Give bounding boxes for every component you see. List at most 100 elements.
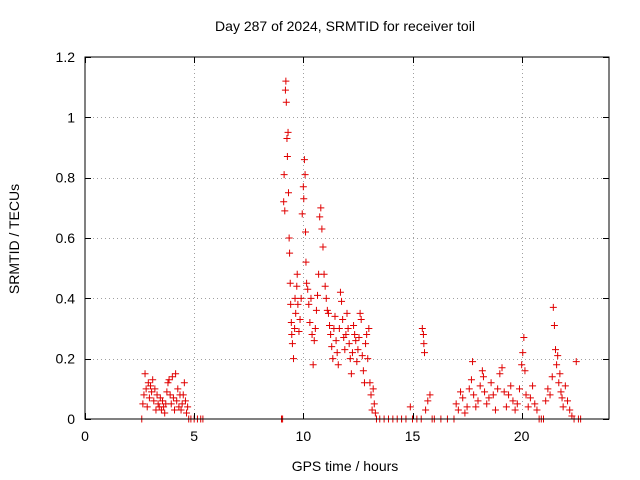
- data-point: [341, 346, 349, 354]
- data-point: [281, 207, 289, 215]
- data-point: [291, 294, 299, 302]
- data-point: [140, 391, 148, 399]
- data-point: [288, 331, 296, 339]
- data-point: [555, 379, 563, 387]
- data-point: [496, 370, 504, 378]
- data-point: [518, 361, 526, 369]
- data-point: [286, 249, 294, 257]
- data-point: [301, 171, 309, 179]
- data-point: [178, 400, 186, 408]
- data-point: [558, 394, 566, 402]
- data-point: [369, 385, 377, 393]
- data-point: [317, 204, 325, 212]
- data-point: [179, 391, 187, 399]
- data-point: [283, 134, 291, 142]
- data-point: [498, 364, 506, 372]
- data-point: [552, 346, 560, 354]
- data-point: [309, 361, 317, 369]
- data-point: [163, 388, 171, 396]
- data-point: [559, 403, 567, 411]
- data-point: [505, 391, 513, 399]
- data-point: [347, 370, 355, 378]
- y-tick-label: 1: [67, 109, 75, 125]
- data-point: [149, 376, 157, 384]
- data-point: [522, 391, 530, 399]
- data-point: [359, 367, 367, 375]
- data-point: [166, 391, 174, 399]
- data-point: [557, 388, 565, 396]
- data-point: [351, 331, 359, 339]
- data-point: [183, 409, 191, 417]
- data-point: [333, 349, 341, 357]
- data-point: [177, 406, 185, 414]
- data-point: [148, 388, 156, 396]
- data-point: [324, 309, 332, 317]
- data-point: [469, 358, 477, 366]
- data-point: [285, 234, 293, 242]
- data-point: [479, 373, 487, 381]
- data-point: [167, 400, 175, 408]
- data-point: [323, 306, 331, 314]
- data-point: [566, 406, 574, 414]
- data-point: [500, 388, 508, 396]
- data-point: [365, 325, 373, 332]
- data-point: [474, 397, 482, 405]
- data-point: [472, 403, 480, 411]
- data-point: [476, 382, 484, 390]
- data-point: [305, 300, 313, 308]
- data-point: [295, 328, 303, 336]
- data-point: [139, 400, 147, 408]
- x-tick-label: 0: [81, 428, 89, 444]
- data-point: [142, 385, 150, 393]
- y-axis-label: SRMTID / TECUs: [6, 184, 22, 294]
- data-point: [291, 325, 299, 332]
- x-axis-label: GPS time / hours: [292, 458, 399, 474]
- data-point: [553, 361, 561, 369]
- data-point: [168, 373, 176, 381]
- data-point: [367, 391, 375, 399]
- data-point: [519, 349, 527, 357]
- data-point: [550, 321, 558, 329]
- x-tick-label: 5: [190, 428, 198, 444]
- data-point: [478, 367, 486, 375]
- data-point: [180, 379, 188, 387]
- data-point: [548, 373, 556, 381]
- data-point: [171, 406, 179, 414]
- data-point: [287, 318, 295, 326]
- data-point: [487, 379, 495, 387]
- data-point: [531, 400, 539, 408]
- data-point: [515, 385, 523, 393]
- data-point: [561, 382, 569, 390]
- data-point: [362, 340, 370, 348]
- data-point: [491, 406, 499, 414]
- data-point: [418, 325, 426, 332]
- data-point: [296, 315, 304, 323]
- data-point: [141, 370, 149, 378]
- data-point: [288, 340, 296, 348]
- data-point: [282, 98, 290, 106]
- data-point: [426, 391, 434, 399]
- data-point: [300, 195, 308, 203]
- data-point: [318, 225, 326, 233]
- data-point: [355, 334, 363, 342]
- data-point: [293, 270, 301, 278]
- data-point: [326, 321, 334, 329]
- data-point: [314, 291, 322, 299]
- data-point: [307, 294, 315, 302]
- data-point: [346, 355, 354, 363]
- data-point: [368, 406, 376, 414]
- data-point: [184, 403, 192, 411]
- data-point: [542, 397, 550, 405]
- data-point: [159, 397, 167, 405]
- data-point: [280, 198, 288, 206]
- data-point: [153, 391, 161, 399]
- data-point: [549, 303, 557, 311]
- data-point: [572, 358, 580, 366]
- data-point: [304, 285, 312, 293]
- data-point: [554, 352, 562, 360]
- data-point: [281, 86, 289, 94]
- data-point: [321, 282, 329, 290]
- data-series-srmtid: [138, 77, 585, 423]
- data-point: [306, 318, 314, 326]
